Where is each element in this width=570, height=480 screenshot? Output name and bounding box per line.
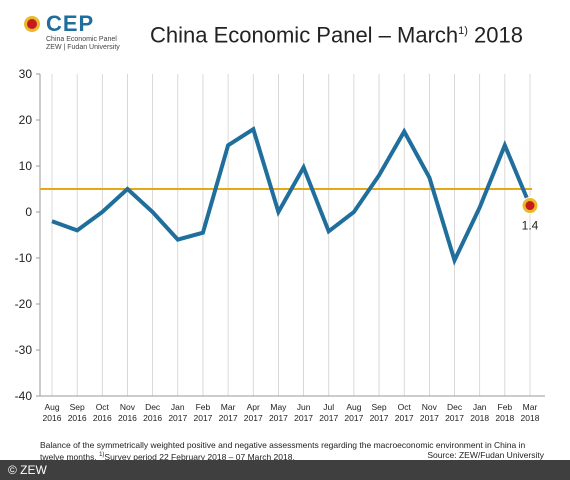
chart-title-footnote-mark: 1)	[458, 25, 468, 37]
cep-logo: CEP China Economic Panel ZEW | Fudan Uni…	[24, 11, 124, 51]
x-tick-label-month: Nov	[422, 402, 438, 412]
x-tick-label-month: Aug	[44, 402, 59, 412]
copyright-bar: © ZEW	[0, 460, 570, 480]
y-tick-label: 10	[19, 159, 33, 173]
x-tick-label-year: 2017	[420, 413, 439, 423]
chart-title: China Economic Panel – March1) 2018	[150, 18, 523, 48]
chart-title-year: 2018	[467, 22, 523, 48]
y-tick-label: 30	[19, 67, 33, 81]
x-tick-label-month: Mar	[221, 402, 236, 412]
x-tick-label-year: 2017	[294, 413, 313, 423]
data-point	[353, 212, 354, 213]
x-tick-label-year: 2017	[319, 413, 338, 423]
data-point	[77, 230, 78, 231]
x-tick-label-year: 2017	[168, 413, 187, 423]
header: CEP China Economic Panel ZEW | Fudan Uni…	[0, 0, 570, 56]
x-tick-label-month: Oct	[398, 402, 412, 412]
logo-subtitle-2: ZEW | Fudan University	[46, 44, 120, 51]
x-tick-label-month: Apr	[247, 402, 260, 412]
data-point	[152, 212, 153, 213]
last-point-marker-core	[525, 201, 535, 211]
x-tick-label-month: Aug	[346, 402, 361, 412]
data-point	[127, 189, 128, 190]
data-point	[52, 221, 53, 222]
chart-title-main: China Economic Panel – March	[150, 22, 459, 48]
logo-text: CEP	[46, 11, 95, 36]
data-point	[278, 212, 279, 213]
x-tick-label-year: 2016	[93, 413, 112, 423]
x-tick-label-year: 2018	[495, 413, 514, 423]
data-point	[479, 207, 480, 208]
grid	[51, 74, 531, 396]
note-line-2-b: Survey period 22 February 2018 – 07 Marc…	[104, 451, 295, 462]
y-tick-label: -20	[15, 297, 33, 311]
x-tick-label-month: Dec	[447, 402, 463, 412]
data-point	[202, 232, 203, 233]
x-tick-label-month: Sep	[371, 402, 386, 412]
axes: 3020100-10-20-30-40Aug2016Sep2016Oct2016…	[15, 67, 545, 423]
data-point	[303, 167, 304, 168]
y-tick-label: -30	[15, 343, 33, 357]
x-tick-label-year: 2017	[370, 413, 389, 423]
footer-note: Balance of the symmetrically weighted po…	[40, 440, 544, 462]
data-point	[102, 212, 103, 213]
data-point	[454, 260, 455, 261]
x-tick-label-year: 2017	[395, 413, 414, 423]
x-tick-label-month: Jul	[323, 402, 334, 412]
x-tick-label-month: Dec	[145, 402, 161, 412]
series-line	[51, 126, 532, 266]
label-layer: 1.4	[521, 197, 539, 233]
data-point	[328, 231, 329, 232]
x-tick-label-month: May	[270, 402, 287, 412]
x-tick-label-year: 2016	[143, 413, 162, 423]
x-tick-label-month: Jan	[473, 402, 487, 412]
note-footnote-mark: 1)	[99, 452, 105, 458]
x-tick-label-year: 2017	[244, 413, 263, 423]
y-tick-label: 0	[25, 205, 32, 219]
data-point	[504, 145, 505, 146]
x-tick-label-year: 2017	[269, 413, 288, 423]
x-tick-label-year: 2018	[521, 413, 540, 423]
data-point	[228, 145, 229, 146]
x-tick-label-year: 2017	[445, 413, 464, 423]
x-tick-label-year: 2017	[219, 413, 238, 423]
x-tick-label-year: 2016	[68, 413, 87, 423]
x-tick-label-year: 2017	[344, 413, 363, 423]
copyright-text: © ZEW	[8, 463, 47, 477]
data-point	[404, 131, 405, 132]
x-tick-label-month: Sep	[70, 402, 85, 412]
x-tick-label-year: 2016	[43, 413, 62, 423]
logo-subtitle-1: China Economic Panel	[46, 36, 117, 43]
data-point	[177, 239, 178, 240]
x-tick-label-month: Nov	[120, 402, 136, 412]
note-line-2-a: twelve months.	[40, 451, 100, 462]
x-tick-label-month: Mar	[523, 402, 538, 412]
data-point	[379, 175, 380, 176]
x-tick-label-month: Oct	[96, 402, 110, 412]
note-line-1: Balance of the symmetrically weighted po…	[40, 440, 526, 450]
note-line-2: twelve months. 1)Survey period 22 Februa…	[40, 450, 544, 462]
data-point	[429, 177, 430, 178]
x-tick-label-year: 2017	[193, 413, 212, 423]
x-tick-label-year: 2016	[118, 413, 137, 423]
x-tick-label-month: Jun	[297, 402, 311, 412]
y-tick-label: 20	[19, 113, 33, 127]
x-tick-label-month: Feb	[498, 402, 513, 412]
cep-logo-mark-icon	[24, 16, 40, 32]
y-tick-label: -40	[15, 389, 33, 403]
x-tick-label-month: Jan	[171, 402, 185, 412]
last-point-value-label: 1.4	[522, 219, 539, 233]
y-tick-label: -10	[15, 251, 33, 265]
data-point	[253, 129, 254, 130]
x-tick-label-month: Feb	[196, 402, 211, 412]
x-tick-label-year: 2018	[470, 413, 489, 423]
source-text: Source: ZEW/Fudan University	[427, 450, 544, 460]
line-chart: 3020100-10-20-30-40Aug2016Sep2016Oct2016…	[15, 67, 545, 423]
series-layer	[51, 126, 532, 266]
